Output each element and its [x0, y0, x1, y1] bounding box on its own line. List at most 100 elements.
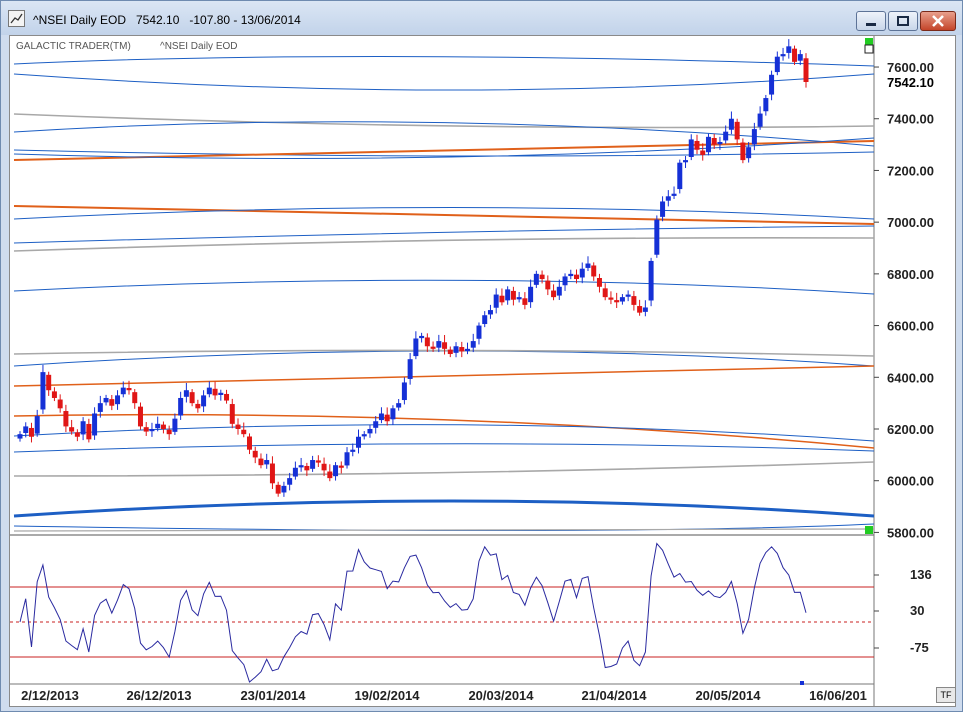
candle — [637, 299, 643, 316]
timeframe-badge[interactable]: TF — [936, 687, 956, 703]
chart-area[interactable]: 7600.00 7400.00 7200.00 7000.00 6800.00 6600.… — [9, 35, 956, 707]
candle-body — [92, 413, 98, 436]
candle-body — [304, 465, 310, 471]
candle-body — [436, 341, 442, 348]
price-chart[interactable]: 7600.00 7400.00 7200.00 7000.00 6800.00 6600.… — [10, 36, 955, 706]
candle — [579, 262, 585, 284]
candle-body — [178, 397, 184, 416]
candle-body — [792, 48, 798, 62]
close-icon — [932, 15, 944, 27]
candle — [80, 417, 86, 441]
candle-body — [23, 426, 29, 434]
candle — [614, 292, 620, 308]
candle-body — [619, 297, 625, 302]
candle — [281, 481, 287, 497]
green-marker-icon[interactable] — [865, 526, 873, 534]
close-button[interactable] — [920, 11, 956, 31]
candle-body — [780, 54, 786, 57]
candle-body — [183, 390, 189, 397]
candle — [160, 421, 166, 434]
candle — [619, 294, 625, 305]
candle-body — [396, 403, 402, 408]
price-tick-label: 6800.00 — [887, 267, 934, 282]
candle — [436, 334, 442, 353]
candle-body — [86, 423, 92, 440]
candle-body — [218, 392, 224, 395]
candle-body — [482, 315, 488, 325]
candle — [642, 300, 648, 317]
candle-body — [229, 404, 235, 424]
chart-app-icon[interactable] — [8, 10, 25, 27]
candle-body — [57, 399, 63, 409]
candle — [92, 407, 98, 440]
candle — [149, 422, 155, 437]
candle — [774, 51, 780, 76]
candle-body — [103, 397, 109, 403]
candle — [746, 142, 752, 163]
candle-body — [424, 337, 430, 347]
candle-body — [287, 478, 293, 485]
minimize-icon — [866, 23, 876, 26]
candle-body — [763, 98, 769, 112]
green-marker-icon[interactable] — [865, 38, 873, 46]
candle-body — [505, 289, 511, 301]
candle-body — [143, 427, 149, 432]
candle — [103, 394, 109, 406]
indicator-series — [19, 542, 807, 683]
candle-body — [453, 346, 459, 353]
price-tick-label: 7400.00 — [887, 112, 934, 127]
candle — [137, 402, 143, 430]
candle-body — [69, 427, 75, 432]
candle — [786, 39, 792, 59]
candle-body — [338, 465, 344, 468]
candle — [717, 136, 723, 150]
candle-body — [717, 142, 723, 145]
candle — [419, 332, 425, 343]
candle — [482, 311, 488, 328]
title-bar[interactable]: ^NSEI Daily EOD 7542.10 -107.80 - 13/06/20… — [1, 1, 962, 35]
candle-body — [671, 193, 677, 196]
candle-body — [447, 349, 453, 355]
candle — [275, 481, 281, 497]
candle — [338, 461, 344, 474]
collapse-icon[interactable] — [864, 44, 874, 54]
candle — [665, 190, 671, 207]
candle — [269, 456, 275, 489]
candle — [258, 453, 264, 469]
candle — [287, 472, 293, 491]
candle-body — [401, 382, 407, 401]
candle — [23, 422, 29, 438]
candle — [401, 377, 407, 405]
candle-body — [155, 423, 161, 429]
minimize-button[interactable] — [856, 11, 886, 31]
candle-body — [246, 436, 252, 450]
candle — [367, 424, 373, 438]
candle-body — [596, 278, 602, 287]
candle — [470, 333, 476, 353]
candle-body — [442, 342, 448, 349]
price-tick-label: 6200.00 — [887, 422, 934, 437]
candle — [195, 399, 201, 413]
candle-body — [74, 432, 80, 437]
candle-body — [298, 465, 304, 468]
candle — [723, 125, 729, 144]
candle — [487, 304, 493, 319]
candle — [378, 407, 384, 424]
maximize-button[interactable] — [888, 11, 918, 31]
candle — [373, 416, 379, 434]
candle-body — [797, 54, 803, 61]
candle-body — [28, 427, 34, 437]
candle-body — [602, 288, 608, 298]
candle — [396, 399, 402, 411]
candle — [155, 416, 161, 432]
galactic-curves — [13, 55, 875, 532]
candle — [28, 422, 34, 443]
date-tick-label: 19/02/2014 — [354, 688, 420, 703]
candle — [390, 405, 396, 425]
candle — [740, 138, 746, 164]
candle — [229, 398, 235, 429]
candle — [442, 335, 448, 355]
candle — [769, 70, 775, 101]
price-tick-label: 6000.00 — [887, 474, 934, 489]
candle-body — [344, 452, 350, 466]
